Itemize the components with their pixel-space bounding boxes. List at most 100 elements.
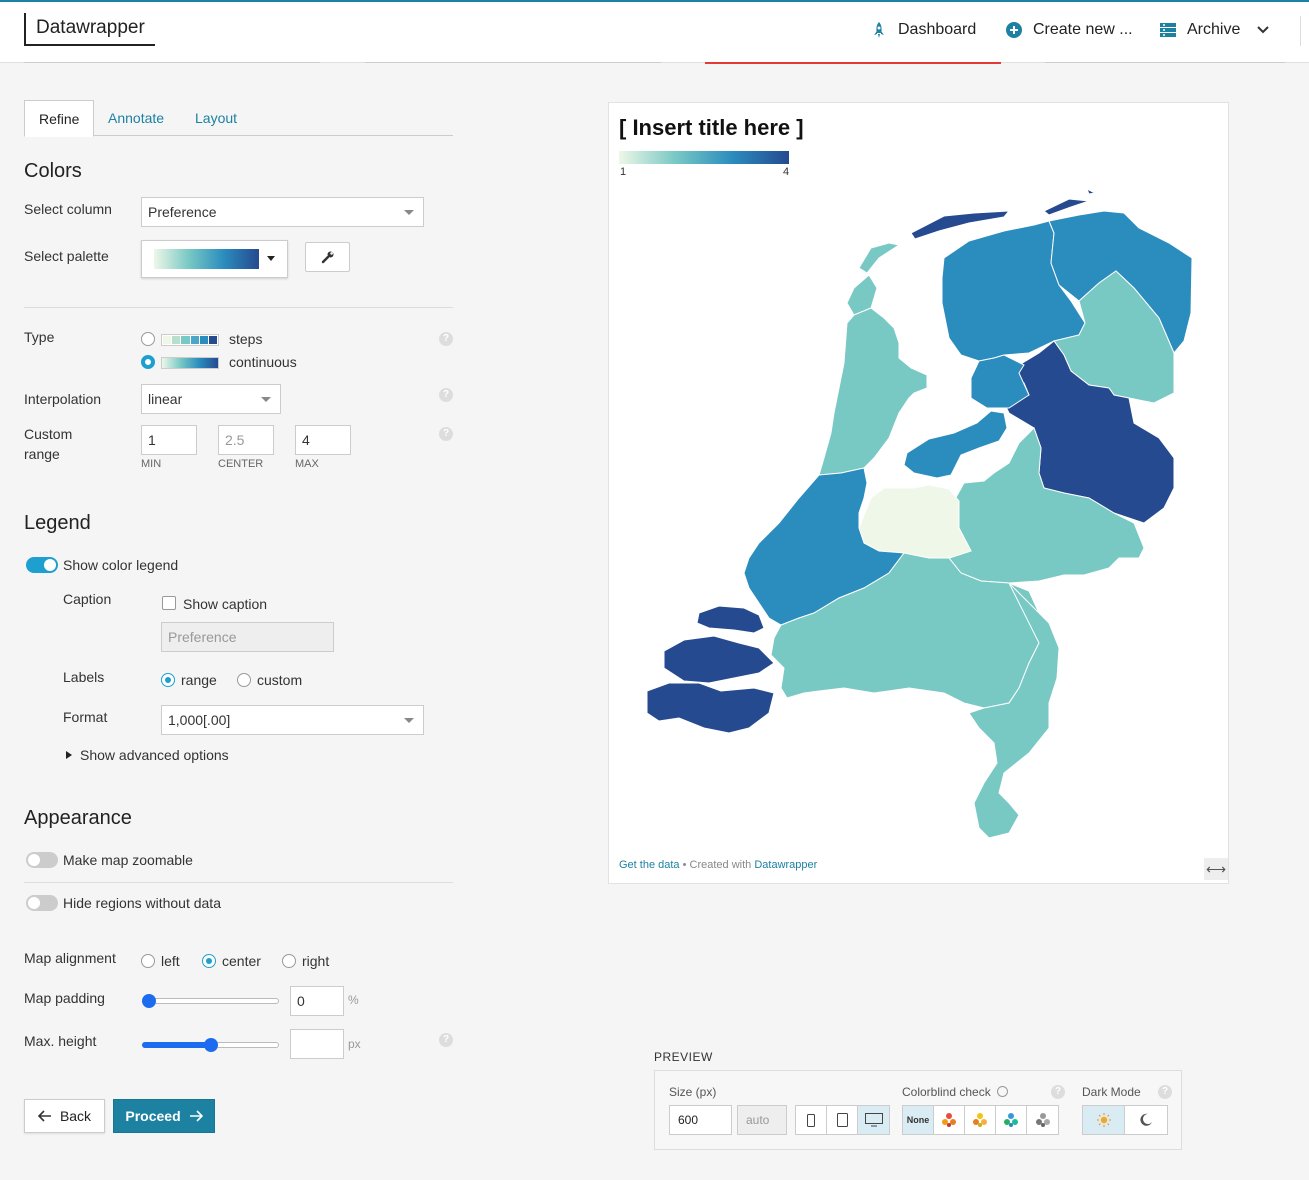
footer-separator: • Created with (679, 859, 755, 871)
region-overijssel[interactable] (998, 340, 1175, 524)
chevron-down-icon[interactable] (1256, 23, 1270, 37)
proceed-button[interactable]: Proceed (113, 1099, 215, 1133)
alignment-right-radio[interactable] (282, 954, 296, 968)
phone-icon (807, 1113, 815, 1127)
dark-mode-group (1082, 1105, 1168, 1135)
divider (24, 882, 453, 883)
region-zeeland[interactable] (646, 682, 775, 734)
region-flevoland[interactable] (903, 410, 1008, 479)
select-column-dropdown[interactable]: Preference (141, 197, 424, 227)
custom-range-label: Custom range (24, 426, 73, 462)
map-padding-slider-thumb[interactable] (142, 994, 156, 1008)
color-dots-icon (1004, 1113, 1018, 1127)
padding-unit: % (348, 993, 359, 1007)
light-mode-button[interactable] (1083, 1106, 1125, 1134)
hide-regions-toggle[interactable] (26, 895, 58, 911)
desktop-size-button[interactable] (858, 1106, 889, 1134)
caret-down-icon (267, 256, 275, 261)
region-texel[interactable] (858, 242, 901, 274)
help-icon[interactable]: ? (439, 1033, 453, 1047)
colorblind-label: Colorblind check (902, 1085, 991, 1099)
tab-annotate[interactable]: Annotate (108, 110, 165, 126)
help-icon[interactable]: ? (439, 388, 453, 402)
region-limburg[interactable] (968, 582, 1060, 839)
region-wadden-islands[interactable] (1043, 198, 1090, 216)
color-dots-icon (973, 1113, 987, 1127)
help-icon[interactable]: ? (1051, 1085, 1065, 1099)
colorblind-tritanopia-button[interactable] (996, 1106, 1027, 1134)
top-navigation-bar: Datawrapper Dashboard Create new ... Arc… (0, 2, 1309, 63)
tablet-icon (836, 1113, 848, 1127)
size-height-input[interactable]: auto (737, 1105, 787, 1135)
zoomable-label: Make map zoomable (63, 852, 193, 868)
topbar-divider (1300, 16, 1301, 46)
tablet-size-button[interactable] (827, 1106, 858, 1134)
region-wadden-islands[interactable] (1086, 187, 1097, 195)
alignment-left-radio[interactable] (141, 954, 155, 968)
help-icon[interactable]: ? (439, 332, 453, 346)
max-height-input[interactable] (290, 1029, 344, 1059)
range-max-input[interactable]: 4 (295, 425, 351, 455)
colorblind-protanopia-button[interactable] (934, 1106, 965, 1134)
show-caption-checkbox[interactable] (162, 596, 176, 610)
help-icon[interactable]: ? (439, 427, 453, 441)
map-padding-input[interactable]: 0 (290, 986, 344, 1016)
alignment-center-label: center (222, 953, 261, 969)
region-zeeland[interactable] (696, 605, 765, 634)
type-steps-radio[interactable] (141, 332, 155, 346)
colorblind-achromatopsia-button[interactable] (1027, 1106, 1058, 1134)
nav-create-new[interactable]: Create new ... (1005, 21, 1133, 39)
help-icon[interactable]: ? (1158, 1085, 1172, 1099)
back-button[interactable]: Back (24, 1099, 105, 1133)
palette-dropdown[interactable] (141, 240, 288, 278)
netherlands-map[interactable] (609, 103, 1230, 843)
colorblind-none-button[interactable]: None (903, 1106, 934, 1134)
zoomable-toggle[interactable] (26, 852, 58, 868)
palette-edit-button[interactable] (305, 242, 350, 272)
resize-handle-icon[interactable]: ⟷ (1204, 858, 1228, 880)
nav-archive[interactable]: Archive (1159, 21, 1270, 39)
range-min-input[interactable]: 1 (141, 425, 197, 455)
show-advanced-options-link[interactable]: Show advanced options (80, 747, 229, 763)
region-wadden-islands[interactable] (910, 210, 1011, 240)
color-dots-icon (1035, 1113, 1050, 1127)
size-width-input[interactable]: 600 (669, 1105, 732, 1135)
max-height-slider-thumb[interactable] (203, 1038, 218, 1052)
datawrapper-link[interactable]: Datawrapper (754, 859, 818, 871)
labels-label: Labels (63, 669, 105, 685)
colors-heading: Colors (24, 160, 82, 182)
region-utrecht[interactable] (858, 484, 972, 559)
caret-down-icon (261, 397, 271, 402)
mobile-size-button[interactable] (796, 1106, 827, 1134)
alignment-left-label: left (161, 953, 180, 969)
tab-refine[interactable]: Refine (24, 100, 95, 137)
labels-range-radio[interactable] (161, 673, 175, 687)
format-dropdown[interactable]: 1,000[.00] (161, 705, 424, 735)
type-continuous-radio[interactable] (141, 355, 155, 369)
range-center-input[interactable]: 2.5 (218, 425, 274, 455)
interpolation-dropdown[interactable]: linear (141, 384, 281, 414)
dark-mode-button[interactable] (1125, 1106, 1167, 1134)
arrow-right-icon (189, 1110, 203, 1122)
alignment-center-radio[interactable] (202, 954, 216, 968)
map-padding-slider[interactable] (142, 998, 279, 1004)
triangle-right-icon[interactable] (66, 751, 72, 759)
nav-dashboard[interactable]: Dashboard (870, 21, 976, 39)
legend-max-label: 4 (783, 166, 790, 178)
region-zeeland[interactable] (663, 635, 775, 684)
tab-layout[interactable]: Layout (195, 110, 238, 126)
info-icon[interactable] (997, 1086, 1008, 1097)
caption-input[interactable]: Preference (161, 622, 334, 652)
colorblind-deuteranopia-button[interactable] (965, 1106, 996, 1134)
region-noord-holland[interactable] (818, 307, 928, 476)
nav-create-new-label: Create new ... (1033, 21, 1133, 38)
chart-title[interactable]: [ Insert title here ] (619, 115, 804, 140)
labels-custom-radio[interactable] (237, 673, 251, 687)
get-the-data-link[interactable]: Get the data (619, 859, 680, 871)
datawrapper-logo[interactable]: Datawrapper (24, 13, 155, 46)
range-center-caption: CENTER (218, 458, 264, 470)
palette-gradient-swatch (154, 249, 259, 269)
region-noordoostpolder[interactable] (970, 354, 1030, 409)
steps-swatch (161, 334, 219, 346)
show-color-legend-toggle[interactable] (26, 557, 58, 573)
